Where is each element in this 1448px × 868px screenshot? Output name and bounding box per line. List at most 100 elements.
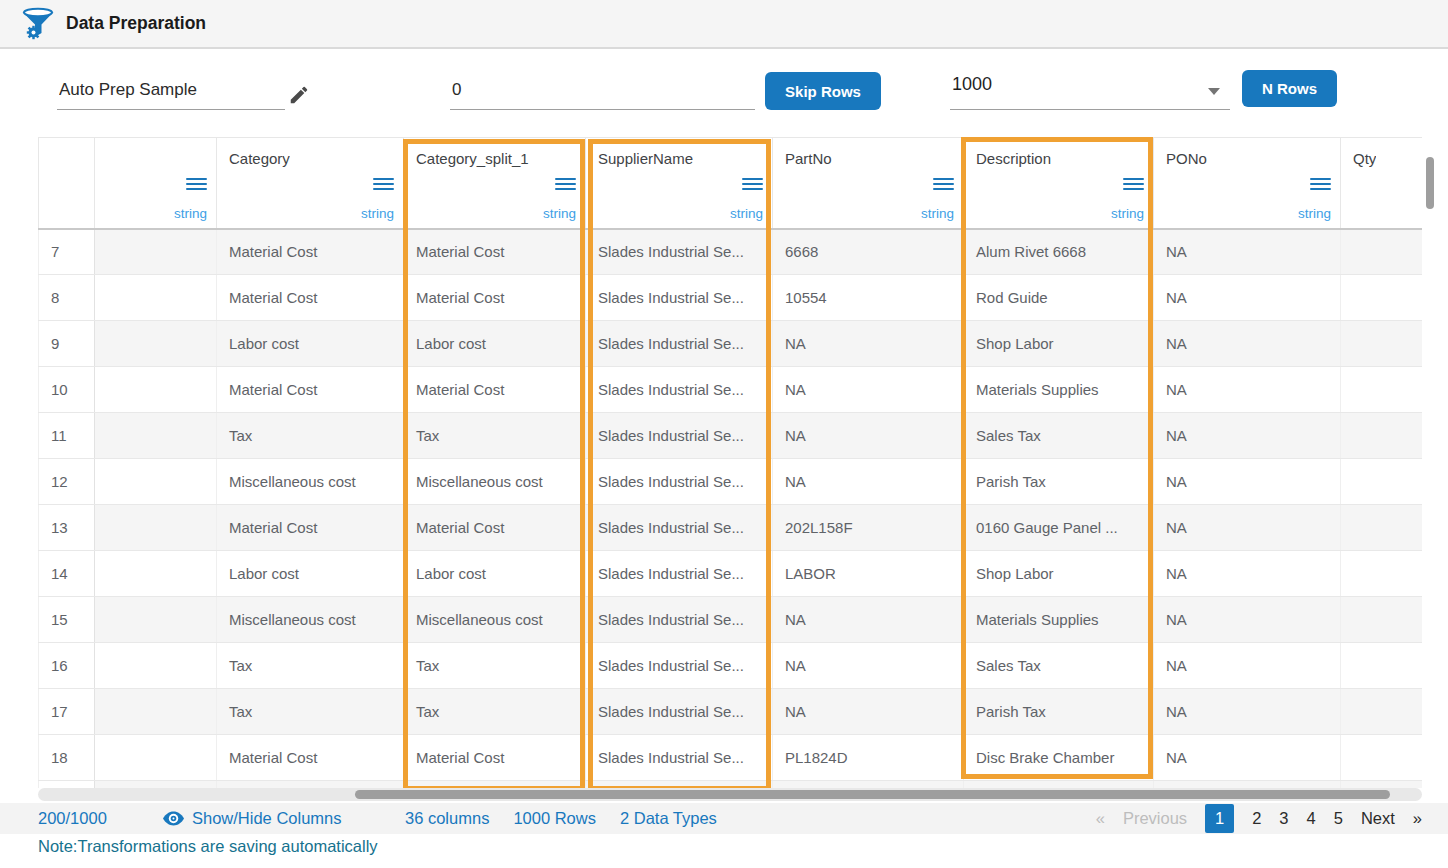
table-cell — [1341, 551, 1423, 597]
table-cell: Slades Industrial Se... — [586, 643, 773, 689]
column-label: SupplierName — [598, 150, 693, 167]
table-cell: NA — [1154, 689, 1341, 735]
table-row: 11TaxTaxSlades Industrial Se...NASales T… — [39, 413, 1423, 459]
table-cell: Material Cost — [217, 735, 404, 781]
table-cell: Tax — [217, 413, 404, 459]
table-cell: NA — [1154, 551, 1341, 597]
table-cell: NA — [773, 459, 964, 505]
chevron-down-icon — [1208, 88, 1220, 95]
row-number: 13 — [39, 505, 95, 551]
column-label: Description — [976, 150, 1051, 167]
pagination-prev-symbol[interactable]: « — [1096, 809, 1105, 828]
table-cell — [1341, 367, 1423, 413]
column-header-category[interactable]: Category string — [217, 138, 404, 229]
n-rows-button[interactable]: N Rows — [1242, 70, 1337, 107]
table-cell — [1341, 459, 1423, 505]
table-cell — [95, 321, 217, 367]
column-menu-icon[interactable] — [186, 175, 207, 193]
column-header-description[interactable]: Description string — [964, 138, 1154, 229]
table-cell: Shop Labor — [964, 321, 1154, 367]
row-number: 16 — [39, 643, 95, 689]
table-cell — [964, 781, 1154, 789]
edit-pencil-icon[interactable] — [288, 84, 310, 106]
table-cell: Slades Industrial Se... — [586, 321, 773, 367]
row-number: 12 — [39, 459, 95, 505]
column-header-category-split-1[interactable]: Category_split_1 string — [404, 138, 586, 229]
show-hide-columns-button[interactable]: Show/Hide Columns — [163, 803, 341, 834]
column-header-blank[interactable]: string — [95, 138, 217, 229]
table-cell — [1341, 735, 1423, 781]
column-header-rownum — [39, 138, 95, 229]
table-cell: Labor cost — [404, 321, 586, 367]
row-number: 15 — [39, 597, 95, 643]
n-rows-select[interactable]: 1000 — [950, 72, 1230, 110]
row-number: 10 — [39, 367, 95, 413]
column-label: PartNo — [785, 150, 832, 167]
table-row: 10Material CostMaterial CostSlades Indus… — [39, 367, 1423, 413]
column-header-partno[interactable]: PartNo string — [773, 138, 964, 229]
column-label: PONo — [1166, 150, 1207, 167]
table-cell: NA — [773, 643, 964, 689]
show-hide-columns-label: Show/Hide Columns — [192, 809, 341, 828]
table-cell: Slades Industrial Se... — [586, 735, 773, 781]
table-row: 9Labor costLabor costSlades Industrial S… — [39, 321, 1423, 367]
column-header-pono[interactable]: PONo string — [1154, 138, 1341, 229]
column-menu-icon[interactable] — [742, 175, 763, 193]
table-cell: Material Cost — [404, 229, 586, 275]
data-table: string Category string Category_split_1 … — [38, 137, 1422, 788]
table-cell: Alum Rivet 6668 — [964, 229, 1154, 275]
table-cell — [1341, 413, 1423, 459]
table-cell: Parish Tax — [964, 689, 1154, 735]
table-cell — [1341, 229, 1423, 275]
row-number: 8 — [39, 275, 95, 321]
table-cell: NA — [1154, 275, 1341, 321]
column-header-suppliername[interactable]: SupplierName string — [586, 138, 773, 229]
table-cell — [1341, 689, 1423, 735]
table-stats: 36 columns 1000 Rows 2 Data Types — [405, 803, 717, 834]
horizontal-scrollbar[interactable] — [38, 788, 1422, 801]
column-menu-icon[interactable] — [1310, 175, 1331, 193]
table-cell: NA — [773, 413, 964, 459]
column-header-qty[interactable]: Qty — [1341, 138, 1423, 229]
table-cell — [95, 689, 217, 735]
column-type-label: string — [1298, 206, 1331, 221]
pagination-page-5[interactable]: 5 — [1334, 809, 1343, 828]
column-menu-icon[interactable] — [555, 175, 576, 193]
pagination-next[interactable]: Next — [1361, 809, 1395, 828]
pagination-page-1[interactable]: 1 — [1205, 804, 1234, 833]
app-header: Data Preparation — [0, 0, 1448, 49]
table-cell: NA — [1154, 597, 1341, 643]
column-menu-icon[interactable] — [373, 175, 394, 193]
table-cell — [586, 781, 773, 789]
table-cell: Tax — [404, 643, 586, 689]
table-cell: Labor cost — [404, 551, 586, 597]
table-row: 12Miscellaneous costMiscellaneous costSl… — [39, 459, 1423, 505]
table-cell: Tax — [217, 643, 404, 689]
pagination-page-4[interactable]: 4 — [1307, 809, 1316, 828]
table-cell: Slades Industrial Se... — [586, 689, 773, 735]
table-cell — [95, 643, 217, 689]
table-cell: Material Cost — [217, 367, 404, 413]
table-row: 17TaxTaxSlades Industrial Se...NAParish … — [39, 689, 1423, 735]
horizontal-scrollbar-thumb[interactable] — [355, 790, 1390, 799]
pagination-page-3[interactable]: 3 — [1279, 809, 1288, 828]
table-cell: Slades Industrial Se... — [586, 505, 773, 551]
table-cell: Sales Tax — [964, 643, 1154, 689]
pagination-page-2[interactable]: 2 — [1252, 809, 1261, 828]
row-number: 7 — [39, 229, 95, 275]
autosave-note: Note:Transformations are saving automati… — [38, 837, 378, 856]
dataset-name-input[interactable] — [57, 80, 285, 110]
skip-rows-input[interactable] — [450, 80, 755, 110]
skip-rows-button[interactable]: Skip Rows — [765, 72, 881, 110]
table-cell: Materials Supplies — [964, 597, 1154, 643]
table-row: 13Material CostMaterial CostSlades Indus… — [39, 505, 1423, 551]
pagination-next-symbol[interactable]: » — [1413, 809, 1422, 828]
column-menu-icon[interactable] — [1123, 175, 1144, 193]
pagination-prev[interactable]: Previous — [1123, 809, 1187, 828]
table-cell — [217, 781, 404, 789]
data-preparation-page: Data Preparation Skip Rows 1000 N Rows — [0, 0, 1448, 868]
vertical-scrollbar-thumb[interactable] — [1426, 157, 1434, 209]
column-type-label: string — [730, 206, 763, 221]
vertical-scrollbar[interactable] — [1424, 137, 1436, 788]
column-menu-icon[interactable] — [933, 175, 954, 193]
